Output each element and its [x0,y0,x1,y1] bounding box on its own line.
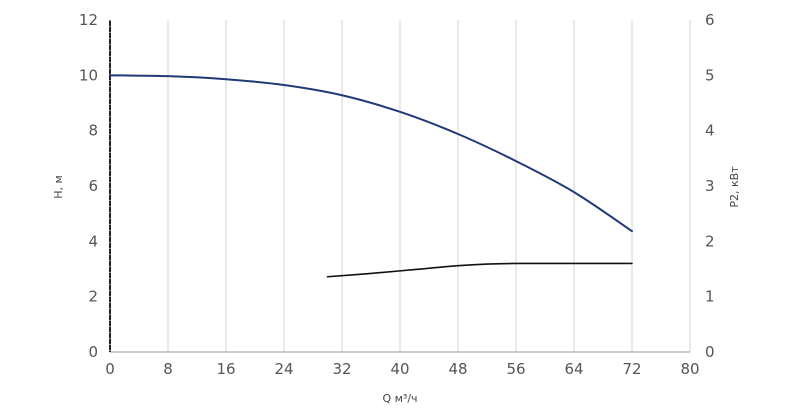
y-left-axis-title: H, м [52,175,65,199]
y-left-tick-label: 6 [88,177,98,195]
head-curve-line [109,74,633,233]
y-right-tick-label: 2 [705,232,715,250]
x-tick-label: 64 [564,360,583,378]
x-tick-label: 0 [105,360,115,378]
y-left-tick-label: 4 [88,232,98,250]
y-left-tick-label: 10 [79,66,98,84]
grid-lines [167,20,691,352]
x-tick-label: 32 [332,360,351,378]
y-left-tick-label: 2 [88,288,98,306]
x-tick-label: 16 [216,360,235,378]
y-right-axis-title: P2, кВт [728,166,741,208]
x-tick-label: 56 [506,360,525,378]
x-tick-label: 24 [274,360,293,378]
y-right-tick-label: 1 [705,288,715,306]
y-left-tick-label: 8 [88,122,98,140]
y-right-tick-label: 0 [705,343,715,361]
y-right-tick-label: 3 [705,177,715,195]
y-right-tick-label: 4 [705,122,715,140]
x-tick-label: 48 [448,360,467,378]
y-left-tick-label: 0 [88,343,98,361]
y-left-tick-label: 12 [79,11,98,29]
x-tick-label: 80 [680,360,699,378]
y-right-tick-label: 6 [705,11,715,29]
x-tick-label: 72 [622,360,641,378]
x-tick-label: 40 [390,360,409,378]
x-tick-label: 8 [163,360,173,378]
y-right-tick-label: 5 [705,66,715,84]
power-curve-line [326,262,633,278]
x-axis-title: Q м³/ч [382,392,417,405]
series-lines [109,74,633,278]
